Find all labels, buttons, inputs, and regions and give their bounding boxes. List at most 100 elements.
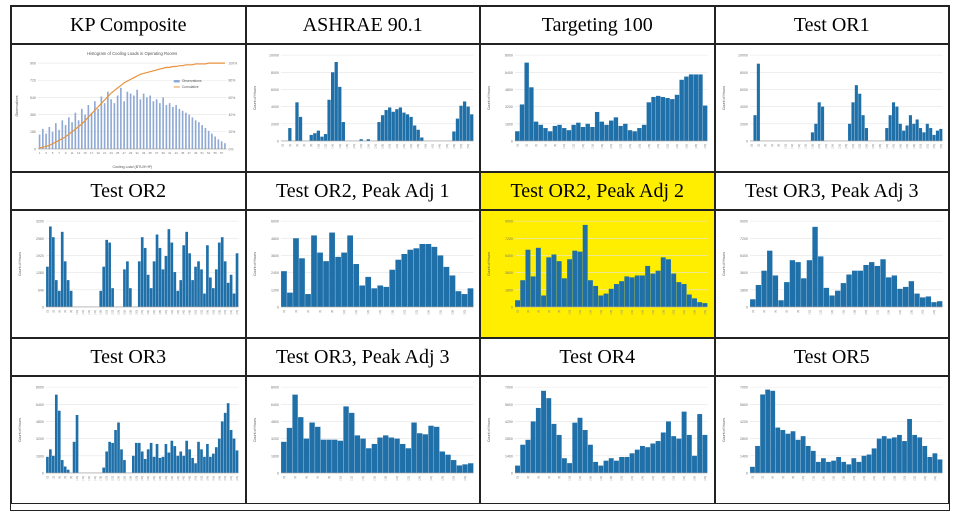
panel-title: Test OR4 [480, 338, 715, 376]
y-tick-label: 540 [30, 96, 36, 100]
bar [551, 254, 557, 307]
bar [915, 119, 919, 141]
x-tick-label: 33 [142, 151, 146, 155]
bar [817, 256, 823, 307]
bar [670, 99, 675, 141]
bar [354, 435, 360, 473]
bar [149, 95, 151, 149]
y-tick-label: 1600 [270, 454, 278, 458]
y-axis-label: Count of Hours [18, 252, 22, 276]
panel-title-highlighted: Test OR2, Peak Adj 2 [480, 172, 715, 210]
bar [182, 245, 186, 307]
bar [165, 105, 168, 149]
x-tick-mark: [26] [373, 144, 377, 149]
x-tick-mark: [4] [306, 310, 310, 313]
bar [393, 438, 400, 473]
x-tick-mark: [48] [451, 144, 455, 149]
x-tick-mark: [16] [599, 310, 603, 315]
x-tick-mark: [14] [87, 310, 91, 315]
bar [152, 261, 156, 307]
x-tick-mark: [50] [459, 144, 463, 149]
bar [214, 447, 218, 473]
y2-tick-label: 0% [229, 147, 234, 151]
bar [541, 295, 547, 307]
x-tick-mark: [16] [831, 476, 835, 481]
x-tick-mark: [44] [898, 144, 902, 149]
bar [598, 465, 604, 473]
y-tick-label: 5400 [739, 254, 747, 258]
bar [906, 418, 912, 473]
x-tick-label: 41 [168, 151, 172, 155]
x-tick-mark: [34] [922, 476, 926, 481]
bar [198, 122, 200, 149]
x-tick-label: 29 [129, 151, 133, 155]
y-tick-label: 0 [42, 305, 44, 309]
y-tick-label: 1920 [36, 254, 44, 258]
bar [304, 294, 311, 307]
bar [185, 440, 188, 473]
bar [577, 251, 583, 307]
bar [217, 242, 221, 307]
x-tick-mark: [14] [821, 476, 825, 481]
bar [530, 421, 536, 473]
bar [348, 412, 354, 473]
bar [337, 440, 343, 473]
x-tick-mark: [22] [359, 144, 363, 149]
x-tick-mark: [30] [134, 476, 138, 481]
x-tick-mark: [12] [81, 476, 85, 481]
y-tick-label: 6000 [739, 88, 747, 92]
x-tick-mark: [32] [682, 310, 686, 315]
bar [61, 120, 64, 149]
x-tick-mark: [8] [69, 476, 73, 479]
x-tick-mark: [28] [647, 144, 651, 149]
x-tick-mark: [30] [656, 144, 660, 149]
x-tick-mark: [18] [390, 310, 394, 315]
bar [108, 441, 111, 473]
x-tick-mark: [8] [327, 476, 331, 479]
x-tick-mark: [32] [666, 144, 670, 149]
bar [876, 438, 882, 473]
y-tick-label: 0 [276, 471, 278, 475]
y-axis-label: Count of Hours [18, 418, 22, 442]
bar [835, 456, 841, 473]
x-tick-mark: [26] [837, 144, 841, 149]
x-tick-mark: [6] [63, 476, 67, 479]
x-tick-mark: [6] [315, 476, 319, 479]
bar [298, 258, 305, 307]
bar [107, 91, 109, 149]
x-tick-mark: [40] [703, 144, 707, 149]
bar [830, 460, 836, 473]
y-tick-label: 6400 [270, 403, 278, 407]
y-tick-label: 1400 [739, 454, 747, 458]
chart-svg: 0 640 1280 1920 2560 3200 Count of Hours [0] [2]… [18, 220, 239, 315]
bar [599, 121, 605, 141]
bar [666, 421, 671, 473]
bar [214, 136, 216, 149]
x-tick-mark: [4] [536, 310, 540, 313]
x-tick-mark: [24] [886, 310, 890, 315]
bar [850, 102, 855, 141]
x-tick-mark: [44] [176, 476, 180, 481]
y-tick-label: 900 [30, 62, 36, 66]
bar [149, 442, 153, 473]
bar [220, 421, 224, 473]
bar [310, 235, 317, 307]
x-tick-mark: [8] [69, 310, 73, 313]
bar [608, 288, 614, 307]
bar [449, 275, 455, 307]
panel-title: Test OR2 [11, 172, 246, 210]
bar [587, 280, 593, 307]
bar [229, 430, 233, 473]
panel-title: Test OR1 [714, 6, 949, 44]
bar [932, 453, 937, 473]
bar [217, 139, 220, 149]
x-tick-mark: [36] [871, 144, 875, 149]
x-tick-label: 43 [174, 151, 178, 155]
x-tick-mark: [0] [516, 476, 520, 479]
bar [461, 464, 468, 473]
x-tick-mark: [16] [803, 144, 807, 149]
bar [561, 458, 567, 473]
bar [693, 74, 698, 141]
bar [126, 261, 129, 307]
x-tick-label: 15 [83, 151, 87, 155]
